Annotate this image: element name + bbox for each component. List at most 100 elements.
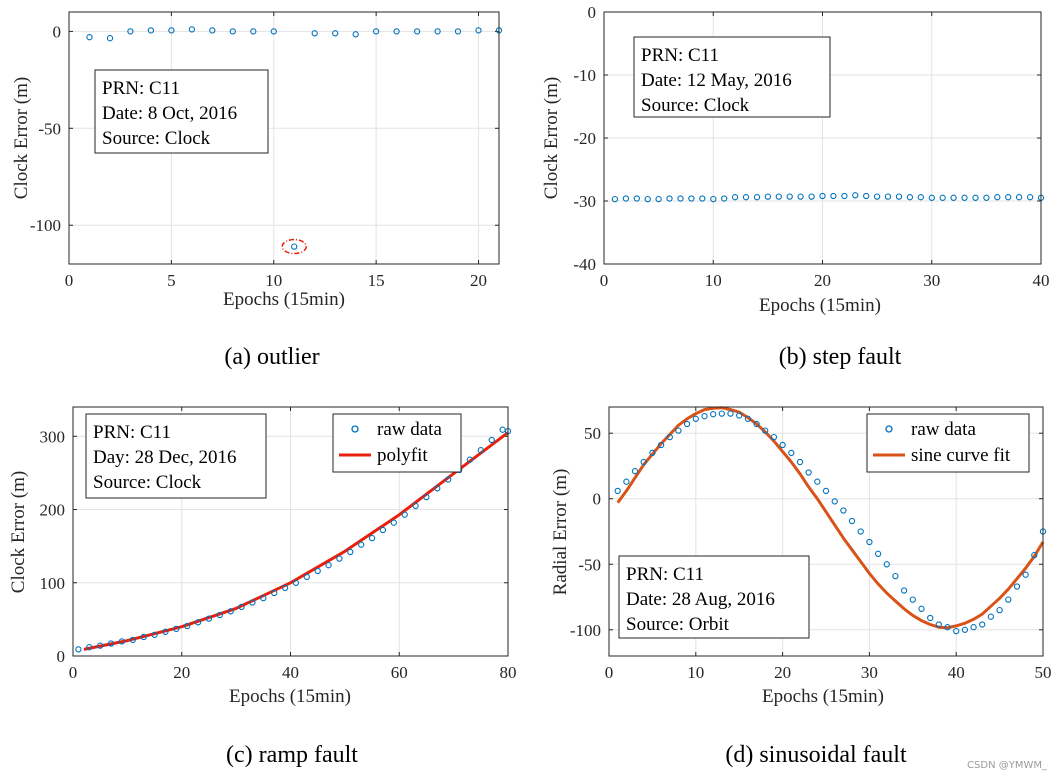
x-tick-label: 80 — [500, 663, 517, 682]
y-tick-label: -30 — [573, 192, 596, 211]
legend-label: raw data — [911, 419, 976, 440]
data-point — [352, 31, 359, 38]
data-point — [819, 192, 826, 200]
axes-frame — [68, 11, 500, 265]
data-point — [961, 626, 969, 633]
data-point — [927, 614, 934, 622]
x-tick-label: 5 — [167, 271, 176, 290]
data-point — [466, 456, 474, 463]
data-point — [1013, 583, 1021, 590]
data-point — [753, 194, 761, 201]
data-point — [281, 584, 289, 592]
data-point — [764, 193, 772, 200]
data-point — [972, 194, 979, 201]
data-point — [270, 28, 277, 35]
data-point — [701, 413, 708, 420]
data-point — [742, 194, 750, 201]
x-tick-label: 20 — [814, 271, 831, 290]
data-point — [205, 615, 213, 622]
data-point — [666, 433, 673, 441]
data-point — [434, 485, 441, 492]
info-line: PRN: C11 — [641, 45, 719, 66]
data-point — [841, 192, 848, 200]
data-point — [1005, 596, 1012, 603]
data-point — [1005, 194, 1012, 201]
data-point — [666, 195, 673, 202]
data-point — [677, 195, 684, 202]
data-point — [314, 567, 321, 575]
data-point — [1015, 194, 1023, 201]
data-point — [1022, 571, 1029, 578]
data-point — [895, 193, 903, 200]
x-tick-label: 50 — [1035, 663, 1052, 682]
data-point — [622, 195, 630, 202]
data-point — [127, 28, 134, 35]
data-point — [372, 28, 380, 35]
data-point — [358, 541, 365, 548]
data-point — [347, 548, 354, 556]
data-point — [779, 441, 786, 449]
y-tick-label: 300 — [40, 427, 66, 446]
data-point — [822, 487, 830, 495]
x-tick-label: 0 — [605, 663, 614, 682]
x-tick-label: 20 — [470, 271, 487, 290]
info-line: Date: 12 May, 2016 — [641, 70, 792, 91]
data-point — [788, 449, 795, 457]
info-box — [633, 36, 831, 118]
x-tick-label: 10 — [705, 271, 722, 290]
data-point — [953, 627, 960, 635]
data-point — [996, 606, 1003, 614]
legend-marker — [351, 425, 359, 433]
data-point — [151, 631, 158, 638]
data-point — [292, 579, 300, 586]
info-box — [618, 555, 810, 639]
data-point — [311, 30, 318, 37]
watermark-text: CSDN @YMWM_ — [967, 760, 1048, 771]
y-tick-label: 100 — [40, 574, 66, 593]
data-point — [644, 195, 651, 203]
axes-frame — [72, 406, 509, 657]
data-point — [649, 449, 656, 457]
data-point — [412, 502, 419, 510]
panel-caption: (c) ramp fault — [226, 742, 358, 768]
data-point — [162, 628, 169, 635]
info-line: Date: 28 Aug, 2016 — [626, 589, 775, 610]
data-point — [710, 195, 717, 203]
data-point — [488, 436, 495, 444]
data-point — [961, 194, 968, 201]
data-point — [874, 550, 882, 557]
panel-caption: (d) sinusoidal fault — [725, 742, 907, 768]
data-point — [655, 195, 662, 203]
data-point — [935, 621, 942, 628]
data-point — [623, 478, 630, 485]
data-point — [814, 478, 821, 485]
y-tick-label: -20 — [573, 129, 596, 148]
data-point — [194, 619, 202, 626]
x-tick-label: 0 — [69, 663, 78, 682]
data-point — [770, 433, 778, 441]
data-point — [950, 194, 957, 201]
data-point — [683, 420, 691, 428]
data-point — [987, 613, 995, 620]
legend-label: sine curve fit — [911, 445, 1011, 466]
data-point — [336, 555, 343, 562]
data-point — [401, 511, 408, 518]
data-point — [848, 517, 856, 525]
y-axis-label: Clock Error (m) — [541, 77, 562, 199]
data-point — [906, 194, 914, 201]
data-point — [227, 608, 234, 615]
data-point — [983, 194, 990, 201]
data-point — [736, 412, 743, 419]
data-point — [188, 26, 196, 33]
data-point — [753, 420, 760, 428]
x-tick-label: 15 — [368, 271, 385, 290]
data-point — [1026, 194, 1034, 201]
data-point — [291, 243, 298, 250]
data-point — [238, 603, 245, 611]
data-point — [140, 633, 147, 641]
y-axis-label: Clock Error (m) — [8, 471, 29, 593]
x-axis-label: Epochs (15min) — [759, 295, 881, 316]
data-point — [786, 193, 793, 200]
x-tick-label: 60 — [391, 663, 408, 682]
data-point — [944, 624, 951, 631]
